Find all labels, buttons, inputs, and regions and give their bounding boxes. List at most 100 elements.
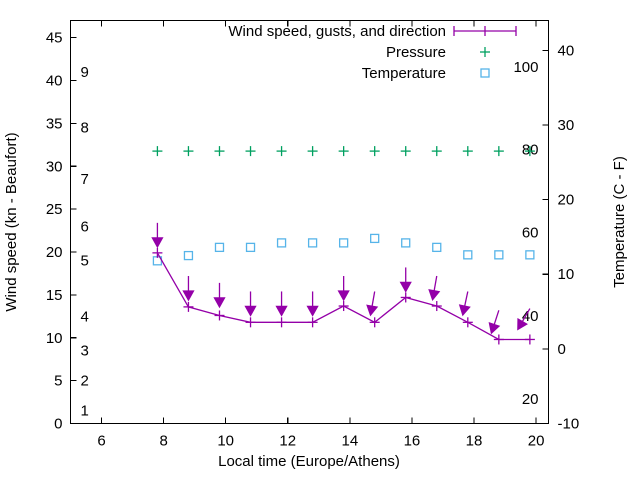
arrow-head [275, 305, 288, 317]
plot-frame [69, 19, 550, 425]
legend-label: Pressure [386, 44, 446, 61]
y-tick-label: 30 [46, 158, 63, 175]
y2-tick-label: 0 [558, 341, 566, 358]
wind-direction-arrow [275, 291, 288, 317]
x-tick-label: 14 [342, 433, 359, 450]
temperature-marker [245, 242, 256, 253]
pressure-marker [245, 146, 256, 157]
y-tick-label: 20 [46, 244, 63, 261]
wind-speed-marker [276, 317, 287, 328]
temperature-marker [276, 238, 287, 248]
beaufort-label: 4 [81, 308, 89, 325]
arrow-shaft [521, 308, 531, 323]
y-tick-label: 0 [54, 416, 62, 433]
pressure-series [152, 146, 535, 157]
legend-label: Wind speed, gusts, and direction [228, 23, 446, 40]
beaufort-label: 3 [81, 343, 89, 360]
legend-sample-pressure [480, 47, 490, 57]
beaufort-label: 6 [81, 218, 89, 235]
y2-axis-ticks: -10 0 10 20 30 40 [542, 42, 580, 433]
wind-speed-marker [493, 334, 504, 345]
y-tick-label: 45 [46, 30, 63, 47]
wind-direction-arrow [213, 282, 226, 309]
temperature-marker [183, 250, 194, 261]
y2-tick-label: -10 [558, 416, 580, 433]
temperature-marker [370, 233, 380, 244]
x-axis-ticks: 6 8 10 12 14 16 18 20 [97, 20, 544, 450]
x-tick-label: 6 [97, 433, 105, 450]
pressure-marker [183, 146, 194, 157]
arrow-head [182, 290, 195, 302]
x-tick-label: 18 [466, 433, 483, 450]
arrow-head [337, 290, 350, 302]
arrow-shaft [433, 275, 438, 292]
temperature-marker [432, 242, 442, 253]
wind-direction-arrows [151, 222, 531, 335]
wind-speed-marker [462, 317, 473, 328]
pressure-marker [493, 146, 504, 157]
y2-tick-label: 40 [558, 42, 575, 59]
pressure-marker [152, 146, 163, 157]
pressure-marker [524, 146, 535, 157]
arrow-shaft [463, 291, 469, 308]
y-axis-title: Wind speed (kn - Beaufort) [3, 132, 20, 311]
y-axis-ticks: 0 5 10 15 20 25 30 35 40 45 [46, 30, 77, 433]
y-tick-label: 15 [46, 287, 63, 304]
fahrenheit-label: 20 [522, 391, 539, 408]
fahrenheit-label: 40 [522, 308, 539, 325]
arrow-head [399, 281, 412, 293]
temperature-marker [494, 250, 504, 260]
temperature-marker [525, 250, 535, 260]
temperature-marker [338, 238, 349, 248]
pressure-marker [276, 146, 287, 157]
wind-direction-arrow [488, 310, 501, 335]
arrow-head [306, 305, 319, 317]
arrow-head [517, 317, 528, 331]
x-tick-label: 16 [404, 433, 421, 450]
wind-speed-marker [214, 310, 225, 321]
y-tick-label: 5 [54, 373, 62, 390]
wind-direction-arrow [151, 222, 164, 249]
fahrenheit-label: 100 [513, 59, 538, 76]
arrow-head [244, 305, 257, 317]
pressure-marker [338, 146, 349, 157]
y-axis-beaufort-labels: 1 2 3 4 5 6 7 8 9 [81, 64, 89, 420]
wind-direction-arrow [428, 275, 441, 301]
pressure-marker [400, 146, 411, 157]
y2-axis-title: Temperature (C - F) [611, 156, 628, 288]
wind-direction-arrow [517, 308, 531, 331]
arrow-head [151, 237, 164, 249]
pressure-marker [214, 146, 225, 157]
wind-speed-marker [183, 301, 194, 312]
temperature-marker [463, 250, 473, 260]
wind-series [152, 247, 535, 345]
y-tick-label: 35 [46, 115, 63, 132]
arrow-shaft [493, 310, 500, 326]
arrow-shaft [371, 291, 376, 308]
wind-direction-arrow [337, 276, 350, 302]
x-tick-label: 8 [159, 433, 167, 450]
y-tick-label: 40 [46, 73, 63, 90]
x-tick-label: 12 [279, 433, 296, 450]
beaufort-label: 9 [81, 64, 89, 81]
x-axis-title: Local time (Europe/Athens) [218, 453, 400, 470]
wind-speed-marker [431, 301, 442, 312]
x-tick-label: 10 [217, 433, 234, 450]
arrow-head [488, 322, 501, 335]
temperature-marker [214, 242, 225, 253]
wind-direction-arrow [458, 291, 471, 317]
beaufort-label: 8 [81, 120, 89, 137]
y2-tick-label: 30 [558, 117, 575, 134]
arrow-head [428, 289, 441, 301]
beaufort-label: 5 [81, 253, 89, 270]
beaufort-label: 2 [81, 373, 89, 390]
wind-speed-marker [400, 292, 411, 303]
chart-legend: Wind speed, gusts, and direction Pressure… [228, 23, 517, 82]
wind-direction-arrow [244, 291, 257, 317]
pressure-marker [369, 146, 380, 157]
wind-speed-marker [245, 317, 256, 328]
legend-label: Temperature [362, 65, 446, 82]
